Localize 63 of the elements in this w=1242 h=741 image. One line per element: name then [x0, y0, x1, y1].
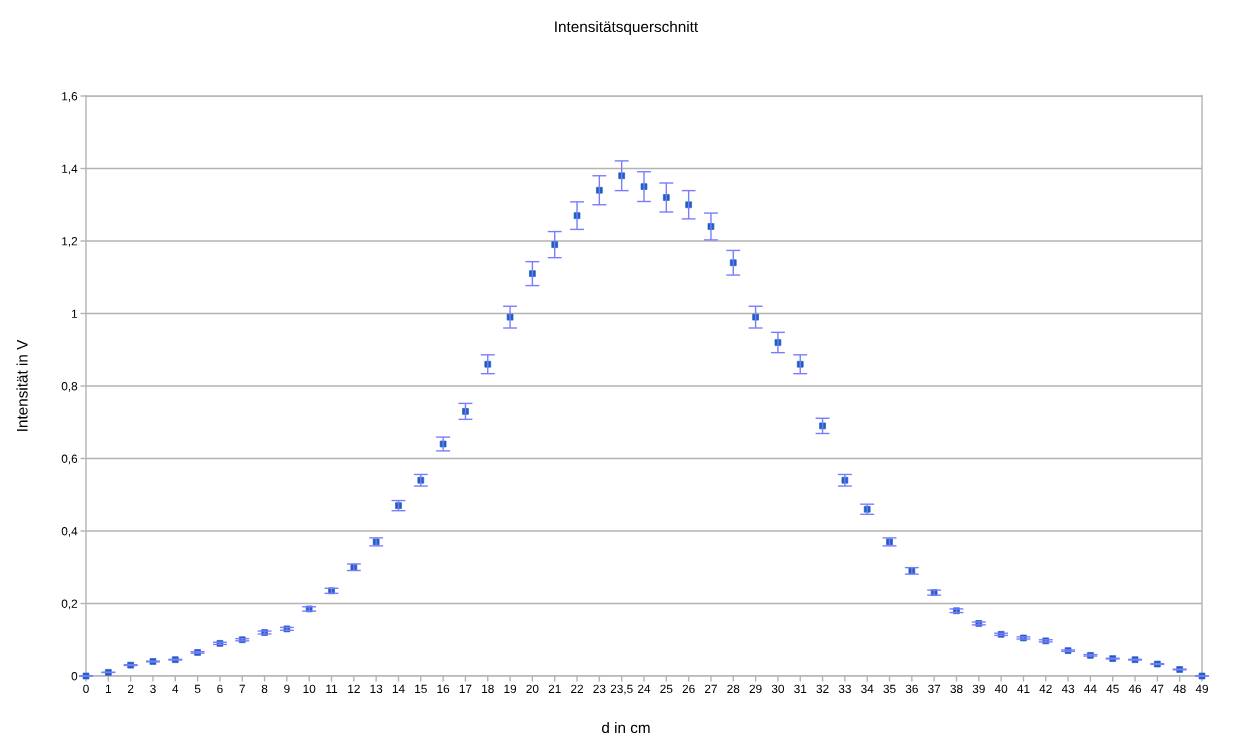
x-axis-title: d in cm [601, 721, 650, 734]
x-tick-label: 23 [593, 684, 606, 693]
x-tick-label: 1 [105, 684, 112, 693]
x-tick-label: 20 [526, 684, 539, 693]
x-tick-label: 38 [950, 684, 963, 693]
x-tick-label: 18 [482, 684, 494, 693]
x-tick-label: 4 [172, 684, 179, 693]
x-tick-label: 49 [1195, 684, 1209, 693]
x-tick-label: 36 [905, 684, 918, 693]
x-tick-label: 23,5 [610, 684, 633, 695]
x-tick-label: 12 [348, 684, 360, 693]
x-tick-label: 25 [660, 684, 673, 693]
y-tick-label: 1,4 [62, 164, 78, 175]
x-tick-label: 29 [749, 684, 762, 693]
x-tick-label: 46 [1128, 684, 1142, 693]
x-tick-label: 40 [994, 684, 1008, 693]
x-tick-label: 14 [392, 684, 405, 693]
x-tick-label: 13 [370, 684, 383, 693]
x-tick-label: 26 [682, 684, 695, 693]
x-tick-label: 45 [1106, 684, 1119, 693]
chart-title: Intensitätsquerschnitt [555, 20, 699, 36]
y-tick-label: 1 [72, 309, 78, 318]
x-tick-label: 43 [1061, 684, 1075, 693]
x-tick-label: 2 [127, 684, 134, 693]
x-tick-label: 9 [284, 684, 290, 693]
x-tick-label: 47 [1151, 684, 1164, 693]
y-axis-title: Intensität in V [16, 339, 28, 431]
x-tick-label: 15 [415, 684, 427, 693]
x-tick-label: 32 [816, 684, 829, 693]
x-tick-label: 8 [261, 684, 268, 693]
x-tick-label: 39 [972, 684, 985, 693]
y-tick-label: 0 [71, 672, 78, 681]
x-tick-label: 19 [504, 684, 517, 693]
x-tick-label: 10 [303, 684, 316, 693]
x-tick-label: 24 [638, 684, 651, 693]
x-tick-label: 34 [861, 684, 874, 693]
x-tick-label: 44 [1084, 684, 1097, 693]
x-tick-label: 16 [437, 684, 450, 693]
x-tick-label: 31 [794, 684, 807, 693]
x-tick-label: 0 [83, 684, 89, 693]
x-tick-label: 5 [194, 684, 201, 693]
x-tick-label: 37 [928, 684, 941, 693]
x-tick-label: 22 [571, 684, 584, 693]
x-tick-label: 21 [548, 684, 561, 693]
x-tick-label: 7 [239, 684, 245, 693]
x-tick-label: 30 [771, 684, 785, 693]
y-tick-label: 0,4 [61, 527, 78, 537]
x-tick-label: 35 [883, 684, 896, 693]
y-tick-label: 1,6 [62, 92, 78, 102]
x-tick-label: 3 [150, 684, 156, 693]
x-tick-label: 33 [838, 684, 851, 693]
x-tick-label: 27 [704, 684, 717, 693]
x-tick-label: 28 [727, 684, 740, 693]
x-tick-label: 42 [1039, 684, 1052, 693]
x-tick-label: 6 [217, 684, 223, 693]
x-tick-label: 17 [459, 684, 472, 693]
y-tick-label: 0,6 [61, 454, 78, 465]
y-tick-label: 1,2 [62, 237, 78, 247]
x-tick-label: 41 [1017, 684, 1030, 693]
x-tick-label: 11 [326, 684, 338, 693]
y-tick-label: 0,2 [61, 599, 78, 610]
x-tick-label: 48 [1173, 684, 1186, 693]
y-tick-label: 0,8 [61, 382, 78, 392]
